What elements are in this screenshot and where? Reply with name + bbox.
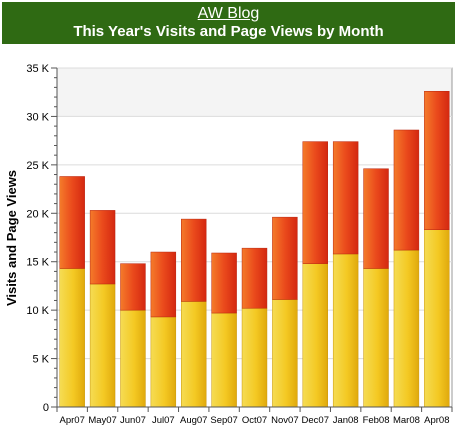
x-tick-label: Jan08	[333, 415, 359, 426]
bar-segment-lower	[302, 263, 328, 408]
y-tick-label: 30 K	[26, 111, 49, 123]
bar-segment-lower	[363, 268, 389, 408]
bar-segment-lower	[393, 249, 420, 408]
bar-segment-lower	[241, 307, 268, 408]
x-tick-label: Apr07	[60, 415, 85, 426]
bar-segment-upper	[272, 216, 298, 300]
y-tick-label: 20 K	[26, 208, 49, 220]
bar-segment-upper	[211, 252, 237, 314]
bar-segment-upper	[241, 247, 268, 309]
x-tick-label: Aug07	[180, 415, 207, 426]
bar-segment-lower	[150, 316, 177, 408]
y-tick-label: 5 K	[32, 354, 49, 366]
y-tick-label: 10 K	[26, 305, 49, 317]
x-tick-label: Jul07	[152, 415, 175, 426]
x-tick-label: Apr08	[424, 415, 449, 426]
bar-segment-lower	[59, 268, 85, 408]
bar-segment-lower	[120, 309, 146, 408]
bar-segment-upper	[120, 263, 146, 311]
bar-segment-lower	[211, 312, 237, 408]
bar-segment-upper	[363, 168, 389, 269]
grid-band	[57, 68, 452, 117]
x-tick-label: May07	[88, 415, 117, 426]
x-tick-label: Nov07	[271, 415, 298, 426]
x-axis: Apr07 May07 Jun07 Jul07 Aug07 Sep07 Oct07 Nov07…	[56, 406, 453, 426]
bar-segment-upper	[89, 210, 116, 285]
x-tick-label: Sep07	[210, 415, 237, 426]
bar-segment-lower	[89, 283, 116, 408]
x-tick-label: Feb08	[363, 415, 390, 426]
bar-segment-upper	[150, 251, 177, 318]
y-tick-label: 25 K	[26, 160, 49, 172]
bar-segment-upper	[393, 129, 420, 251]
y-axis: 0 5 K 10 K 15 K 20 K 25 K 30 K 35 K	[26, 63, 58, 414]
chart-title: This Year's Visits and Page Views by Mon…	[73, 23, 384, 40]
y-axis-label: Visits and Page Views	[4, 170, 19, 306]
blog-link[interactable]: AW Blog	[197, 5, 260, 22]
bar-segment-upper	[424, 90, 450, 231]
x-tick-label: Dec07	[302, 415, 329, 426]
y-tick-label: 15 K	[26, 257, 49, 269]
bar-segment-lower	[332, 253, 359, 408]
bar-segment-lower	[272, 299, 298, 408]
bar-segment-upper	[332, 141, 359, 255]
x-tick-label: Jun07	[120, 415, 146, 426]
x-tick-label: Mar08	[393, 415, 420, 426]
bar-segment-upper	[181, 218, 207, 302]
bar-segment-upper	[59, 176, 85, 269]
chart-header: AW Blog This Year's Visits and Page View…	[2, 2, 455, 44]
bars-group	[59, 90, 450, 408]
bar-segment-lower	[424, 229, 450, 408]
bar-segment-upper	[302, 141, 328, 264]
x-tick-label: Oct07	[242, 415, 267, 426]
y-tick-label: 35 K	[26, 63, 49, 75]
y-tick-label: 0	[43, 402, 49, 414]
bar-segment-lower	[181, 301, 207, 408]
